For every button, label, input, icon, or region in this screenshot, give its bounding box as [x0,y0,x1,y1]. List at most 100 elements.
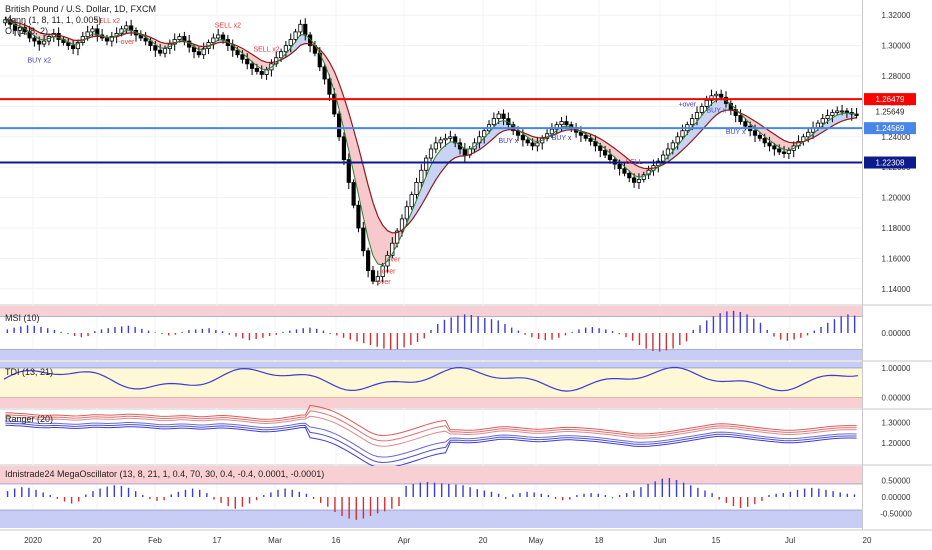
candle-body[interactable] [303,23,308,36]
candle-body[interactable] [56,33,61,40]
candle-body[interactable] [428,148,434,159]
candle-body[interactable] [670,142,675,150]
candle-body[interactable] [520,134,525,141]
candle-body[interactable] [583,134,588,139]
candle-body[interactable] [327,78,332,95]
candle-body[interactable] [346,159,351,183]
ranger-panel[interactable]: 1.30000 1.20000 [5,404,911,469]
candle-body[interactable] [278,51,284,59]
candle-body[interactable] [607,154,613,160]
candle-body[interactable] [71,45,76,50]
candle-body[interactable] [757,134,762,139]
candle-body[interactable] [752,130,758,136]
candle-body[interactable] [636,178,642,183]
candle-body[interactable] [351,181,356,206]
candle-body[interactable] [806,131,811,138]
time-axis[interactable]: 2020 20 Feb 17 Mar 16 Apr 20 May 18 Jun 15 Jul 20 [24,536,872,545]
candle-body[interactable] [399,218,405,232]
main-price-panel[interactable]: BUY x2 SELL x2 -over SELL x2 SELL x2 -over -ov… [0,15,862,286]
candle-body[interactable] [211,37,216,43]
candle-body[interactable] [733,109,738,116]
candle-body[interactable] [332,93,337,115]
candle-body[interactable] [395,230,400,244]
candle-body[interactable] [593,140,598,147]
candle-body[interactable] [158,49,163,54]
candle-body[interactable] [322,66,327,80]
candle-body[interactable] [216,34,221,39]
candle-body[interactable] [249,63,255,69]
candle-body[interactable] [404,206,409,220]
candle-body[interactable] [298,23,303,33]
candle-body[interactable] [337,113,342,138]
candle-body[interactable] [525,139,530,144]
candle-body[interactable] [762,137,767,144]
candle-body[interactable] [37,40,42,45]
candle-body[interactable] [462,148,467,156]
candle-body[interactable] [448,136,453,139]
candle-body[interactable] [578,131,584,136]
candle-body[interactable] [409,194,414,208]
msi-panel[interactable]: 0.00000 [0,306,911,360]
candle-body[interactable] [603,150,608,156]
megaoscillator-panel[interactable]: 0.50000 0.00000 -0.50000 [0,466,912,528]
candle-body[interactable] [665,148,671,156]
candle-body[interactable] [564,121,569,126]
candle-body[interactable] [825,115,830,119]
candle-body[interactable] [632,177,637,183]
candle-body[interactable] [308,34,313,46]
candle-body[interactable] [75,42,81,50]
candle-body[interactable] [627,172,632,179]
candle-body[interactable] [704,99,709,107]
candle-body[interactable] [153,45,158,51]
candle-body[interactable] [675,136,680,144]
candle-body[interactable] [424,157,429,171]
candle-body[interactable] [162,48,168,54]
candle-body[interactable] [143,37,148,42]
candle-body[interactable] [201,48,206,56]
candle-body[interactable] [380,265,385,278]
candle-body[interactable] [90,28,95,33]
candle-body[interactable] [438,139,443,144]
candle-body[interactable] [419,169,424,183]
candle-body[interactable] [85,31,90,37]
candle-body[interactable] [370,270,376,282]
candle-body[interactable] [598,145,603,151]
candle-body[interactable] [559,121,564,126]
candle-body[interactable] [433,142,438,150]
candle-body[interactable] [177,36,182,40]
candle-body[interactable] [17,26,23,31]
candle-body[interactable] [482,130,487,138]
candle-body[interactable] [622,168,627,174]
candle-body[interactable] [288,39,293,47]
candle-body[interactable] [259,71,264,75]
candle-body[interactable] [694,112,700,119]
candle-body[interactable] [815,122,820,129]
candle-body[interactable] [361,227,366,252]
candle-body[interactable] [109,36,114,42]
candle-body[interactable] [535,142,540,147]
candle-body[interactable] [839,110,845,113]
candle-body[interactable] [690,118,695,126]
candle-body[interactable] [356,204,361,229]
candle-body[interactable] [588,137,593,142]
candle-body[interactable] [844,110,850,113]
candle-body[interactable] [375,276,380,282]
candle-body[interactable] [235,49,240,56]
candle-body[interactable] [820,118,825,124]
candle-body[interactable] [767,142,772,147]
candle-body[interactable] [680,130,685,138]
candle-body[interactable] [283,45,289,53]
candle-body[interactable] [491,118,496,126]
candle-body[interactable] [709,95,714,101]
candle-body[interactable] [124,25,129,30]
candle-body[interactable] [719,93,724,98]
candle-body[interactable] [641,174,646,180]
candle-body[interactable] [714,93,719,97]
candle-body[interactable] [530,142,535,147]
candle-body[interactable] [777,148,782,153]
candle-body[interactable] [254,68,259,72]
candle-body[interactable] [95,28,100,36]
candle-body[interactable] [196,51,201,56]
candle-body[interactable] [781,151,787,154]
candle-body[interactable] [743,121,748,127]
